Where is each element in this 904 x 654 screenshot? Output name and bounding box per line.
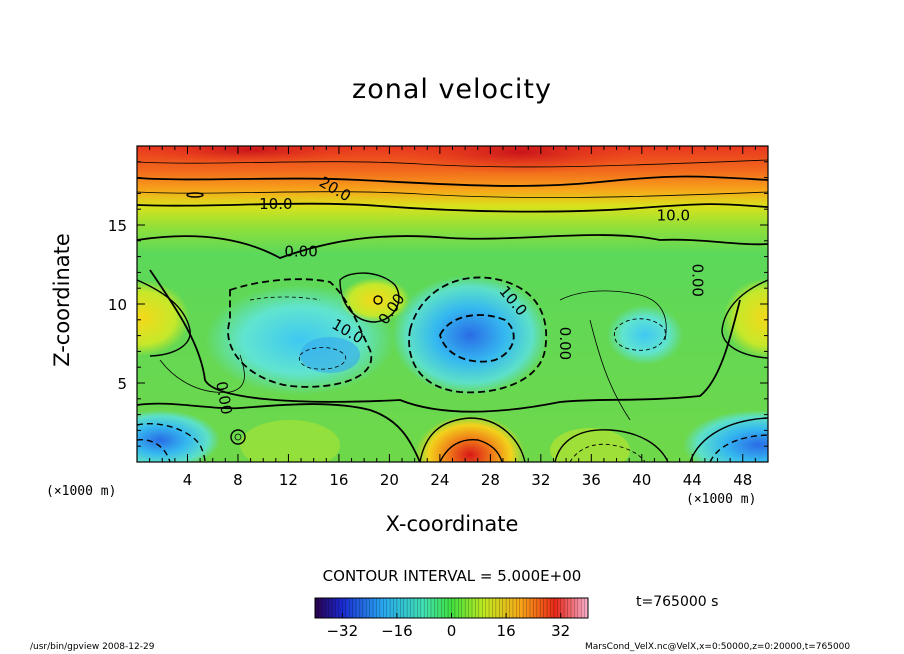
colorbar-tick-label: 32 [551,622,570,640]
x-axis: 4 8 12 16 20 24 28 32 36 40 44 48 [149,146,769,489]
x-unit-label-left: (×1000 m) [46,484,117,499]
x-tick-label: 28 [481,471,500,489]
y-tick-label: 5 [117,375,127,393]
x-tick-label: 24 [430,471,449,489]
x-tick-label: 36 [582,471,601,489]
contour-label: 0.00 [284,243,317,261]
y-axis: 5 10 15 [108,161,768,447]
footer-left: /usr/bin/gpview 2008-12-29 [30,642,155,652]
colorbar-tick-label: −32 [326,622,358,640]
footer-right: MarsCond_VelX.nc@VelX,x=0:50000,z=0:2000… [585,642,851,652]
x-tick-label: 32 [531,471,550,489]
contour-label: 10.0 [259,195,292,213]
colorbar-tick-label: 16 [497,622,516,640]
contour-label: 0.00 [212,380,236,416]
colorbar-divisions [318,598,585,618]
x-tick-label: 8 [233,471,243,489]
y-tick-label: 15 [108,217,127,235]
y-tick-label: 10 [108,296,127,314]
x-unit-label-right: (×1000 m) [686,492,757,507]
x-tick-label: 12 [279,471,298,489]
x-tick-label: 16 [329,471,348,489]
heatmap-field [137,146,768,462]
x-axis-label: X-coordinate [385,512,519,536]
x-tick-label: 40 [632,471,651,489]
time-label: t=765000 s [636,594,719,610]
contour-label: 0.00 [556,327,574,360]
contour-label: 10.0 [657,206,690,224]
chart-title: zonal velocity [352,74,552,105]
colorbar-ticks: −32 −16 0 16 32 [326,613,570,640]
x-tick-label: 48 [733,471,752,489]
contour-label: 0.00 [688,264,706,297]
x-tick-label: 44 [683,471,702,489]
y-axis-label: Z-coordinate [50,233,74,367]
contour-interval: CONTOUR INTERVAL = 5.000E+00 [322,567,582,585]
x-tick-label: 4 [183,471,193,489]
x-tick-label: 20 [380,471,399,489]
colorbar-tick-label: 0 [447,622,457,640]
colorbar-tick-label: −16 [381,622,413,640]
